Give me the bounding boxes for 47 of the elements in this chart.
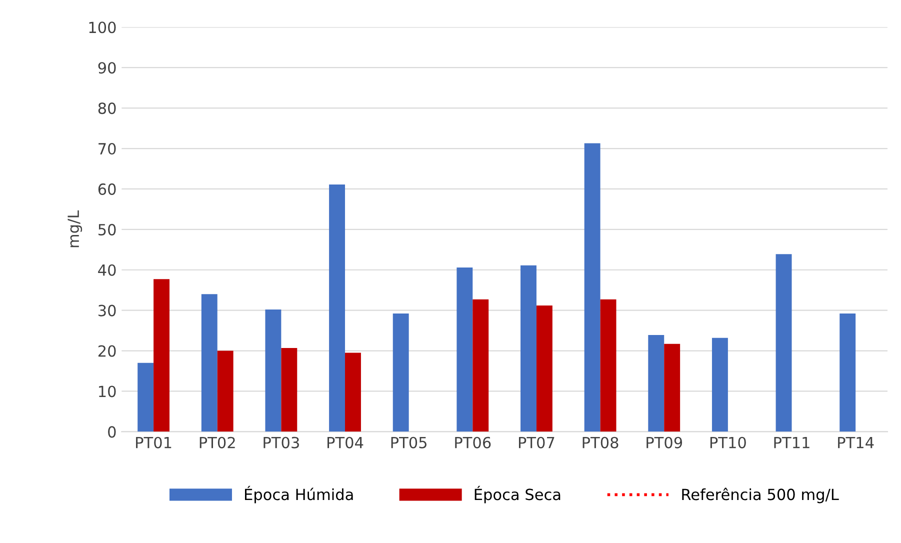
bar [217,350,234,432]
bar [138,362,154,432]
bar [265,310,282,432]
x-tick-label: PT14 [838,437,874,448]
bar [664,344,680,432]
legend-label: Época Húmida [245,486,353,504]
bar [536,305,552,432]
x-tick-label: PT08 [582,436,618,448]
x-tick-label: PT02 [200,436,235,448]
x-tick-label: PT07 [518,436,554,448]
bar [648,335,664,432]
legend-label: Época Seca [474,486,560,504]
x-tick-label: PT09 [646,436,682,448]
y-tick-label: 40 [98,264,116,276]
x-tick-label: PT10 [710,436,746,448]
y-tick-label: 100 [89,22,116,34]
bar [840,314,856,432]
bar [472,299,489,432]
y-tick-label: 70 [98,142,116,155]
x-tick-label: PT04 [328,436,364,448]
y-tick-label: 80 [98,102,116,114]
bar [712,338,728,432]
bar [345,352,361,432]
y-tick-label: 10 [99,386,116,398]
y-tick-label: 50 [98,224,116,236]
bar [281,348,298,432]
y-axis-title: mg/L [68,210,82,248]
y-tick-label: 20 [98,345,116,357]
bar [154,279,170,432]
bar [329,184,346,432]
x-tick-label: PT03 [264,436,299,448]
y-tick-label: 30 [98,304,116,316]
bar [584,143,600,432]
bar [520,265,536,432]
bar [456,267,473,432]
x-tick-label: PT06 [455,436,491,448]
x-tick-label: PT05 [391,436,426,448]
x-tick-label: PT11 [774,437,810,448]
bar [392,314,409,432]
bar [776,254,792,432]
y-tick-label: 0 [108,426,116,438]
bar [201,294,218,432]
y-tick-label: 60 [98,183,116,195]
x-tick-label: PT01 [136,436,172,448]
bar [600,299,616,432]
legend-label: Referência 500 mg/L [682,488,839,504]
y-tick-label: 90 [98,62,116,74]
